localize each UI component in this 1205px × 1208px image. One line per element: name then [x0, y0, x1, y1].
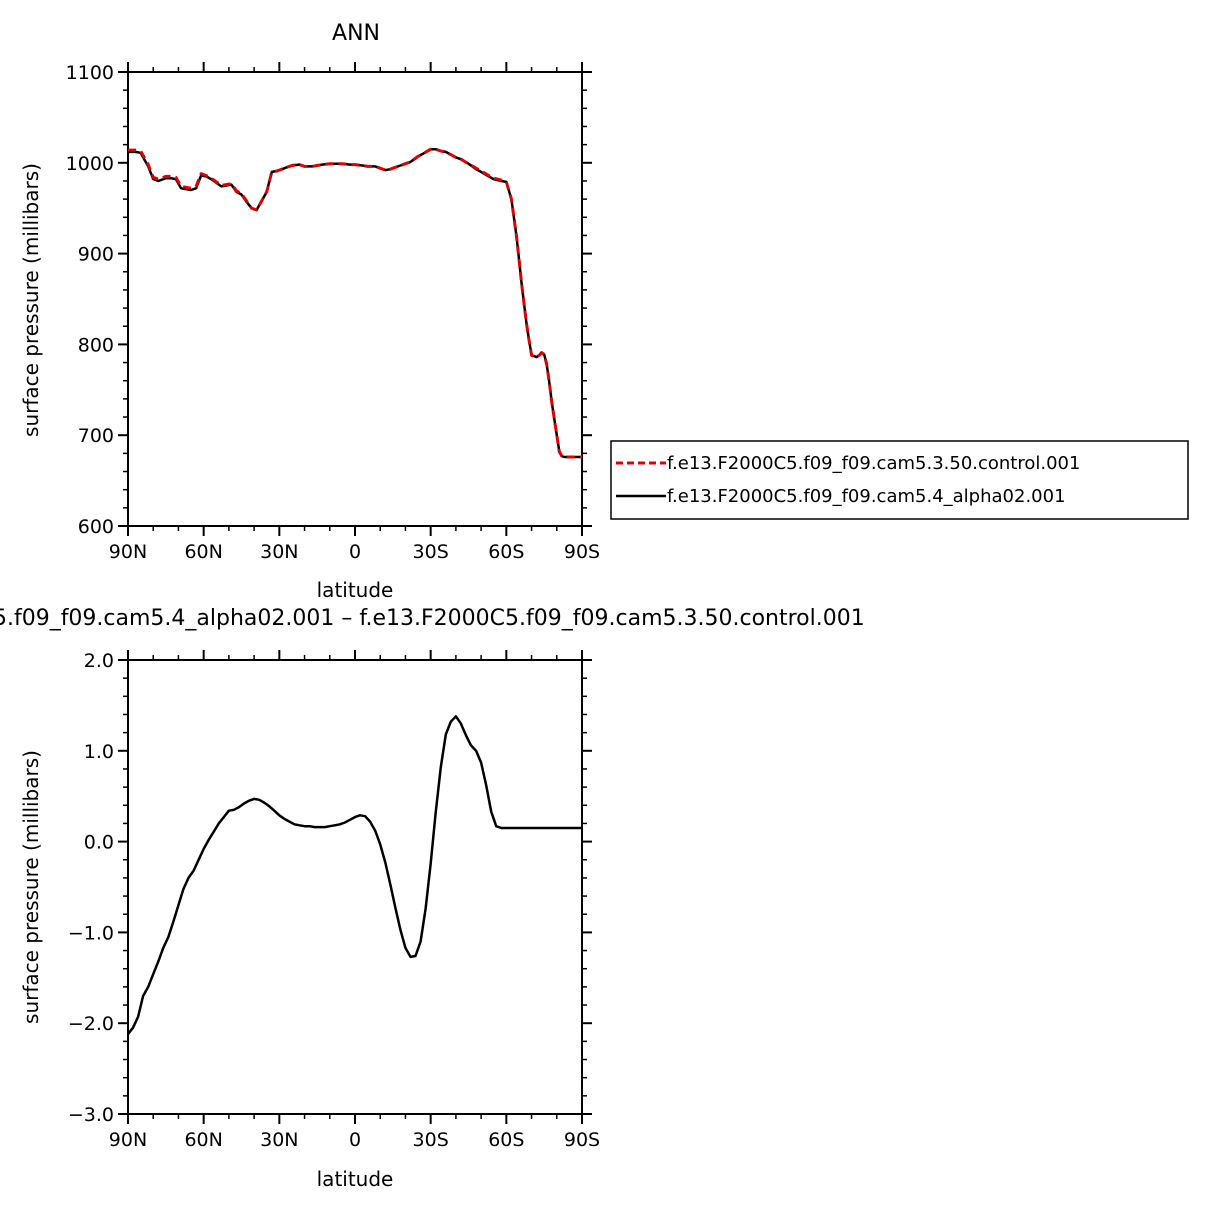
x-tick-label: 30N — [260, 541, 298, 563]
x-tick-label: 90S — [564, 541, 600, 563]
panel-1: ANN 90N 60N 30N 0 30S 60S 90S 600 700 800 900 1000 1… — [19, 21, 600, 602]
legend-label-alpha02: f.e13.F2000C5.f09_f09.cam5.4_alpha02.001 — [667, 486, 1066, 507]
x-tick-label: 60N — [184, 1129, 222, 1151]
chart-1-ticks: 90N 60N 30N 0 30S 60S 90S 600 700 800 900 1000 1100 — [66, 62, 600, 563]
y-tick-label: 0.0 — [84, 832, 114, 854]
y-tick-label: 2.0 — [84, 650, 114, 672]
y-tick-label: 900 — [78, 244, 114, 266]
chart-1-title: ANN — [332, 21, 380, 46]
y-tick-label: −3.0 — [68, 1104, 114, 1126]
panel-2: f.e13.F2000C5.f09_f09.cam5.4_alpha02.001… — [0, 606, 865, 1191]
y-tick-label: 1100 — [66, 62, 114, 84]
chart-2-ticks: 90N 60N 30N 0 30S 60S 90S −3.0 −2.0 −1.0 0.0 1.0 2.0 — [68, 650, 600, 1151]
x-tick-label: 30S — [413, 1129, 449, 1151]
x-tick-label: 60N — [184, 541, 222, 563]
series-line-1 — [128, 147, 582, 459]
y-tick-label: 1000 — [66, 153, 114, 175]
chart-1-legend: f.e13.F2000C5.f09_f09.cam5.3.50.control.… — [610, 440, 1189, 520]
chart-1-x-axis-label: latitude — [317, 578, 394, 602]
chart-2-x-axis-label: latitude — [317, 1167, 394, 1191]
legend-label-control: f.e13.F2000C5.f09_f09.cam5.3.50.control.… — [667, 453, 1080, 474]
y-tick-label: 1.0 — [84, 741, 114, 763]
y-tick-label: 600 — [78, 516, 114, 538]
y-tick-label: −2.0 — [68, 1013, 114, 1035]
y-tick-label: 700 — [78, 425, 114, 447]
legend-frame — [610, 440, 1189, 520]
series-line-2 — [128, 147, 582, 459]
x-tick-label: 60S — [488, 1129, 524, 1151]
x-tick-label: 90S — [564, 1129, 600, 1151]
chart-2-series — [127, 715, 582, 1035]
chart-1-y-axis-label: surface pressure (millibars) — [19, 163, 43, 437]
y-tick-label: 800 — [78, 334, 114, 356]
x-tick-label: 0 — [349, 1129, 361, 1151]
y-tick-label: −1.0 — [68, 922, 114, 944]
x-tick-label: 0 — [349, 541, 361, 563]
chart-1-plot-frame — [127, 71, 583, 527]
series-line-1 — [127, 715, 582, 1035]
chart-2-plot-frame — [127, 659, 583, 1115]
x-tick-label: 90N — [109, 1129, 147, 1151]
x-tick-label: 90N — [109, 541, 147, 563]
chart-1-series — [128, 147, 582, 459]
chart-2-y-axis-label: surface pressure (millibars) — [19, 750, 43, 1024]
x-tick-label: 30N — [260, 1129, 298, 1151]
chart-2-title: f.e13.F2000C5.f09_f09.cam5.4_alpha02.001… — [0, 606, 865, 631]
x-tick-label: 60S — [488, 541, 524, 563]
x-tick-label: 30S — [413, 541, 449, 563]
